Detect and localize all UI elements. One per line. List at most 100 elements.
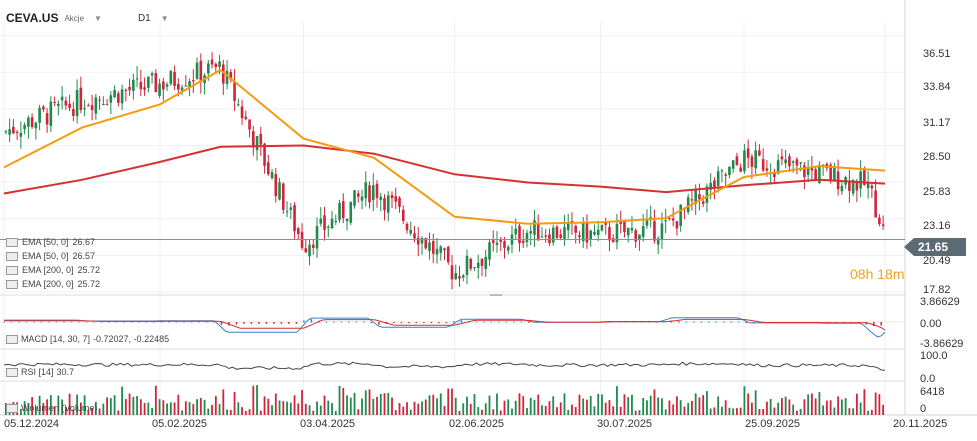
legend-settings-icon[interactable]: [6, 251, 18, 261]
candle-body: [544, 235, 548, 237]
macd-histogram-bar: [265, 322, 268, 324]
candle-body: [8, 129, 11, 135]
candle-body: [401, 209, 405, 222]
macd-histogram-bar: [85, 322, 88, 323]
candle-body: [773, 173, 776, 177]
volume-bar: [709, 408, 712, 415]
volume-bar: [124, 399, 127, 415]
volume-bar: [631, 394, 633, 415]
macd-histogram-bar: [33, 321, 35, 323]
candle-body: [574, 225, 578, 233]
macd-axis-mid: 0.00: [920, 318, 942, 330]
macd-histogram-bar: [93, 321, 95, 323]
indicator-settings-icon[interactable]: [6, 403, 18, 413]
macd-histogram-bar: [400, 322, 403, 324]
volume-bar: [574, 406, 577, 415]
candle-body: [169, 71, 173, 84]
volume-bar: [717, 396, 720, 415]
candle-body: [64, 100, 68, 106]
candle-body: [398, 197, 401, 207]
volume-bar: [42, 402, 45, 415]
macd-histogram-bar: [130, 321, 133, 323]
legend-ema-3[interactable]: EMA [200, 0] 25.72: [6, 265, 100, 275]
legend-settings-icon[interactable]: [6, 279, 18, 289]
volume-bar: [683, 406, 686, 415]
candle-body: [686, 197, 690, 213]
candle-body: [177, 83, 180, 90]
candle-body: [833, 167, 836, 181]
volume-bar: [552, 396, 555, 415]
candle-body: [75, 90, 79, 117]
legend-ema-2[interactable]: EMA [50, 0] 26.57: [6, 251, 95, 261]
candle-body: [806, 167, 810, 176]
candle-body: [364, 182, 368, 199]
volume-axis-top: 6418: [920, 386, 945, 398]
candle-body: [551, 227, 555, 243]
candle-body: [293, 205, 296, 232]
legend-settings-icon[interactable]: [6, 265, 18, 275]
volume-bar: [98, 408, 101, 415]
candle-body: [237, 104, 240, 106]
macd-histogram-bar: [655, 321, 658, 323]
candle-body: [750, 156, 754, 167]
volume-bar: [391, 397, 393, 415]
volume-bar: [488, 395, 491, 415]
candle-body: [581, 222, 585, 242]
macd-histogram-bar: [715, 321, 718, 323]
volume-bar: [747, 393, 750, 415]
macd-histogram-bar: [513, 321, 515, 323]
candle-body: [450, 265, 454, 280]
candle-body: [379, 196, 383, 200]
volume-bar: [267, 398, 270, 415]
volume-bar: [293, 395, 296, 415]
price-tick: 20.49: [923, 255, 951, 267]
macd-histogram-bar: [78, 321, 80, 323]
volume-bar: [664, 409, 667, 415]
volume-bar: [109, 398, 112, 415]
volume-bar: [792, 404, 795, 415]
volume-bar: [259, 410, 262, 415]
candle-body: [731, 160, 735, 169]
macd-histogram-bar: [40, 321, 43, 323]
volume-bar: [818, 392, 821, 415]
rsi-legend[interactable]: RSI [14] 30.7: [6, 367, 74, 377]
rsi-value: 30.7: [56, 367, 75, 377]
macd-histogram-bar: [880, 322, 883, 326]
volume-bar: [72, 409, 75, 415]
candle-body: [458, 276, 461, 279]
legend-ema-4[interactable]: EMA [200, 0] 25.72: [6, 279, 100, 289]
candle-body: [701, 201, 705, 204]
volume-bar: [492, 409, 495, 415]
timeframe-label[interactable]: D1: [137, 12, 151, 24]
volume-bar: [754, 390, 757, 415]
macd-histogram-bar: [745, 322, 748, 324]
volume-bar: [196, 399, 198, 415]
date-tick: 03.04.2025: [300, 418, 356, 430]
candle-body: [375, 183, 379, 198]
macd-histogram-bar: [872, 322, 875, 327]
candle-body: [394, 196, 398, 202]
volume-bar: [154, 385, 157, 415]
indicator-settings-icon[interactable]: [6, 367, 18, 377]
macd-legend[interactable]: MACD [14, 30, 7] -0.72027, -0.22485: [6, 334, 169, 344]
indicator-settings-icon[interactable]: [6, 334, 18, 344]
volume-bar: [342, 387, 345, 415]
volume-bar: [61, 399, 64, 415]
legend-ema-1[interactable]: EMA [50, 0] 26.67: [6, 237, 95, 247]
macd-histogram-bar: [198, 321, 200, 323]
candle-body: [668, 218, 671, 220]
candle-body: [480, 258, 484, 266]
volume-bar: [529, 397, 532, 415]
candle-body: [12, 127, 15, 134]
symbol-label[interactable]: CEVA.US: [6, 11, 59, 25]
volume-bar: [443, 405, 446, 415]
symbol-dropdown-icon[interactable]: ▼: [94, 13, 102, 23]
candle-body: [124, 89, 128, 91]
volume-bar: [578, 394, 581, 415]
price-tick: 17.82: [923, 284, 951, 296]
candle-body: [289, 207, 293, 210]
volume-legend[interactable]: Wolumen (Volume): [6, 403, 97, 413]
timeframe-dropdown-icon[interactable]: ▼: [160, 13, 169, 23]
legend-settings-icon[interactable]: [6, 237, 18, 247]
